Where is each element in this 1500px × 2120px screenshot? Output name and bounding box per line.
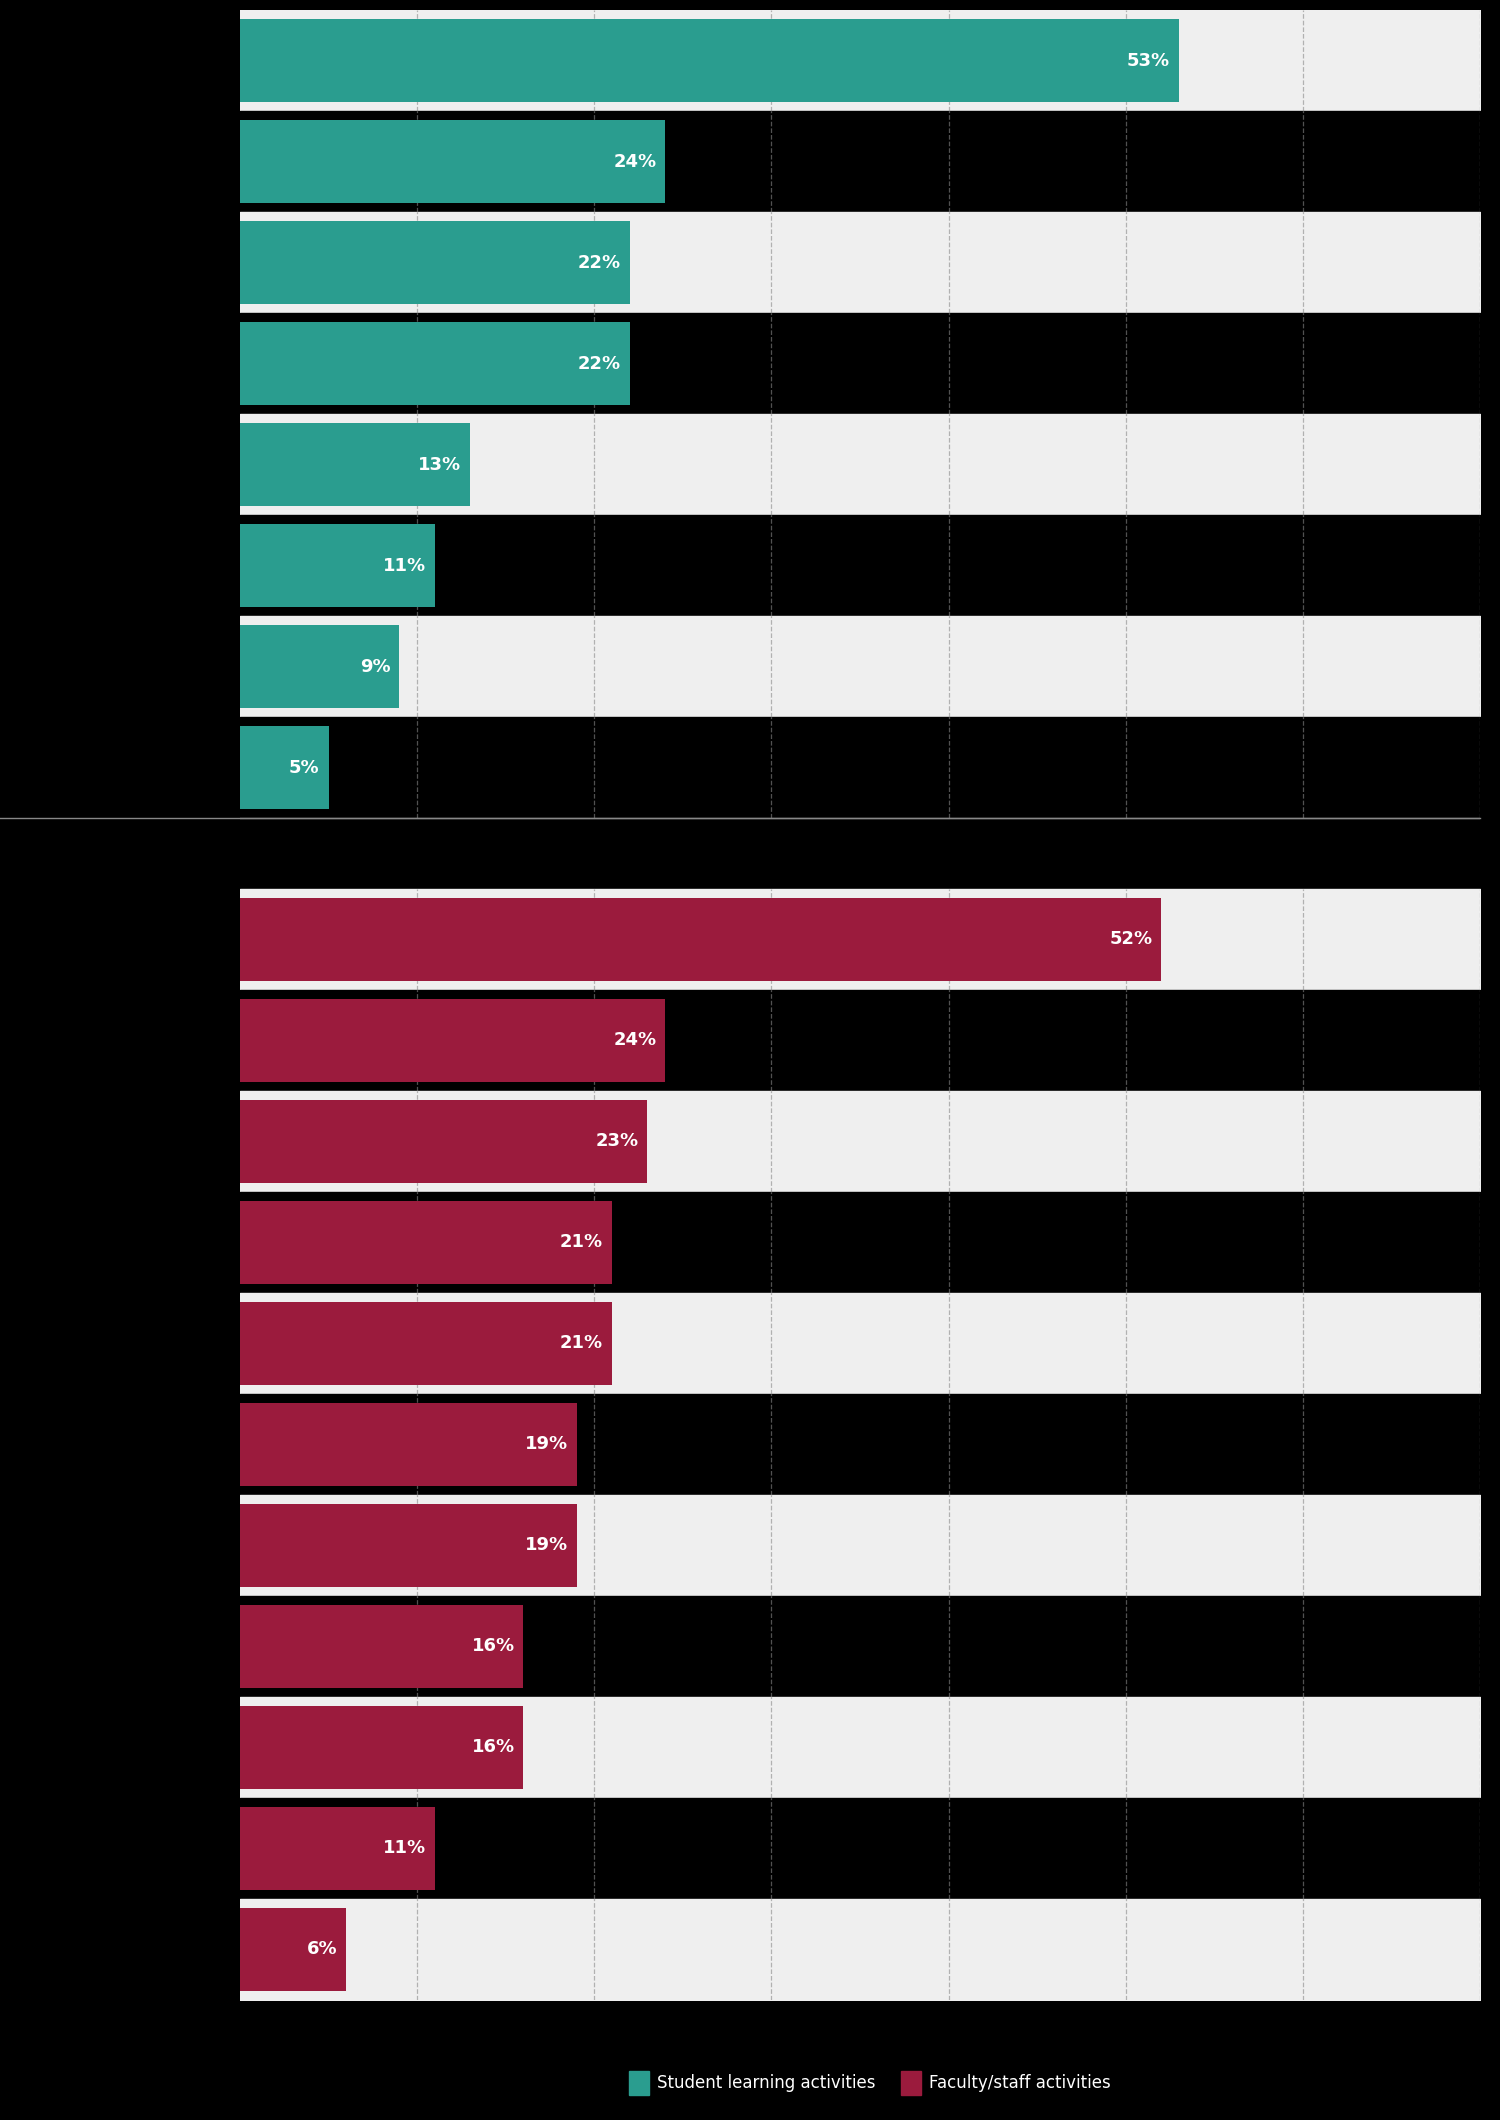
Bar — [240, 1200, 612, 1285]
Text: 11%: 11% — [382, 558, 426, 575]
Text: 21%: 21% — [560, 1234, 603, 1251]
Bar — [240, 1908, 346, 1991]
Bar — [240, 899, 1161, 982]
Text: 16%: 16% — [471, 1637, 514, 1656]
Bar — [240, 1503, 576, 1588]
Text: 53%: 53% — [1126, 51, 1170, 70]
Text: 9%: 9% — [360, 657, 390, 676]
Bar — [240, 1707, 524, 1789]
Legend: Student learning activities, Faculty/staff activities: Student learning activities, Faculty/sta… — [628, 2071, 1112, 2095]
Bar — [240, 625, 399, 708]
Text: 6%: 6% — [308, 1940, 338, 1959]
Text: 22%: 22% — [578, 254, 621, 271]
Text: 22%: 22% — [578, 354, 621, 373]
Text: 19%: 19% — [525, 1537, 567, 1554]
Bar — [240, 1605, 524, 1688]
Text: 16%: 16% — [471, 1738, 514, 1757]
Bar — [240, 322, 630, 405]
Bar — [240, 121, 664, 204]
Bar — [240, 220, 630, 303]
Bar — [240, 1806, 435, 1889]
Bar — [240, 1403, 576, 1486]
Bar — [240, 1100, 648, 1183]
Bar — [240, 727, 328, 810]
Bar — [240, 424, 471, 507]
Bar — [240, 19, 1179, 102]
Text: 13%: 13% — [419, 456, 462, 473]
Bar — [240, 524, 435, 606]
Text: 11%: 11% — [382, 1840, 426, 1857]
Text: 19%: 19% — [525, 1435, 567, 1454]
Text: 5%: 5% — [290, 759, 320, 776]
Text: 21%: 21% — [560, 1333, 603, 1353]
Bar — [240, 1302, 612, 1384]
Text: 24%: 24% — [614, 153, 657, 170]
Text: 24%: 24% — [614, 1030, 657, 1049]
Text: 52%: 52% — [1108, 931, 1152, 948]
Bar — [240, 999, 664, 1081]
Text: 23%: 23% — [596, 1132, 639, 1151]
